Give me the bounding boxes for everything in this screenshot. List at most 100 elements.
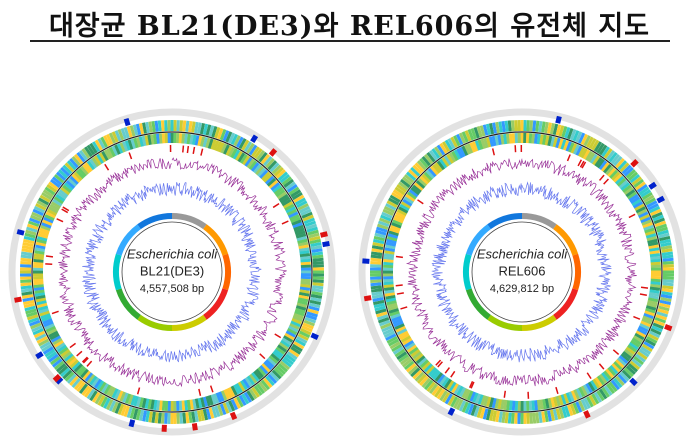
gene-tick	[300, 208, 312, 217]
gene-tick	[76, 381, 86, 393]
gene-tick	[371, 251, 383, 256]
gene-tick	[580, 385, 588, 396]
gene-tick	[662, 257, 674, 262]
gene-tick	[77, 366, 87, 377]
gene-tick	[405, 342, 416, 351]
gene-tick	[659, 238, 671, 245]
gene-tick	[412, 184, 422, 194]
gene-tick	[243, 141, 253, 153]
gene-tick	[178, 400, 183, 411]
gene-tick	[223, 389, 230, 400]
feature-tick	[81, 356, 88, 363]
gene-tick	[27, 316, 40, 324]
gene-tick	[294, 227, 305, 234]
gene-tick	[298, 294, 309, 300]
gene-tick	[387, 233, 399, 239]
feature-tick	[192, 146, 196, 155]
gene-tick	[379, 217, 391, 225]
gene-tick	[434, 162, 444, 172]
feature-tick	[648, 181, 657, 190]
inner-arc	[521, 314, 557, 331]
gene-tick	[618, 355, 629, 364]
gene-tick	[263, 361, 273, 371]
gene-tick	[37, 233, 49, 239]
gene-tick	[192, 398, 197, 410]
gene-tick	[35, 333, 47, 341]
gene-tick	[305, 314, 318, 321]
inner-arc	[203, 288, 229, 320]
gene-tick	[485, 123, 492, 136]
gene-tick	[233, 135, 241, 147]
gene-tick	[662, 282, 674, 287]
gene-tick	[199, 123, 206, 135]
gene-tick	[497, 134, 502, 146]
gene-tick	[390, 224, 401, 231]
gene-tick	[656, 311, 668, 318]
gene-tick	[396, 184, 408, 193]
gene-tick	[127, 394, 134, 405]
gene-tick	[50, 201, 62, 209]
gene-tick	[84, 372, 94, 382]
gene-tick	[20, 257, 32, 262]
gene-tick	[636, 208, 648, 216]
gene-tick	[117, 403, 125, 415]
gene-tick	[436, 160, 446, 171]
gene-tick	[218, 142, 225, 153]
gene-tick	[86, 388, 96, 400]
gene-tick	[423, 379, 434, 391]
gc-content	[58, 157, 287, 388]
inner-arc	[203, 224, 229, 256]
gene-tick	[610, 379, 621, 391]
gene-tick	[391, 191, 403, 201]
gene-tick	[600, 372, 610, 382]
gene-tick	[546, 122, 552, 134]
gene-tick	[432, 370, 441, 381]
gene-tick	[105, 133, 114, 146]
gene-tick	[451, 382, 459, 394]
gene-tick	[275, 189, 286, 198]
gene-tick	[40, 313, 51, 320]
gene-tick	[647, 297, 659, 303]
gene-tick	[643, 224, 654, 231]
gene-tick	[220, 390, 228, 401]
feature-tick	[128, 419, 136, 428]
gene-tick	[39, 194, 51, 203]
gene-tick	[300, 258, 311, 263]
outer-ring	[8, 108, 336, 436]
gene-tick	[635, 181, 646, 191]
gene-tick	[63, 182, 74, 191]
gene-tick	[55, 193, 66, 202]
gene-tick	[138, 409, 145, 421]
gene-tick	[34, 247, 46, 252]
gene-tick	[244, 157, 253, 167]
gene-tick	[488, 123, 495, 135]
gene-tick	[26, 223, 39, 230]
gene-tick	[111, 131, 119, 143]
gene-tick	[589, 153, 598, 164]
gene-tick	[290, 346, 302, 355]
gene-tick	[98, 381, 107, 392]
gene-tick	[494, 135, 500, 146]
gene-tick	[57, 344, 67, 353]
gene-tick	[419, 175, 429, 185]
gene-tick	[632, 201, 644, 209]
gene-tick	[103, 397, 111, 409]
gene-tick	[575, 145, 583, 156]
gene-tick	[464, 130, 472, 142]
gene-tick	[73, 171, 83, 181]
gene-tick	[448, 152, 457, 163]
gene-tick	[108, 400, 117, 412]
gene-tick	[53, 360, 65, 371]
gene-tick	[610, 153, 621, 165]
gene-tick	[213, 140, 220, 151]
gene-tick	[646, 302, 658, 309]
gene-tick	[300, 283, 311, 289]
gene-tick	[259, 169, 269, 179]
gene-tick	[194, 135, 200, 146]
gene-tick	[450, 396, 459, 408]
gene-tick	[660, 245, 673, 250]
gene-tick	[270, 353, 281, 362]
gene-tick	[455, 398, 464, 411]
feature-tick	[186, 145, 190, 154]
gene-tick	[246, 158, 255, 169]
